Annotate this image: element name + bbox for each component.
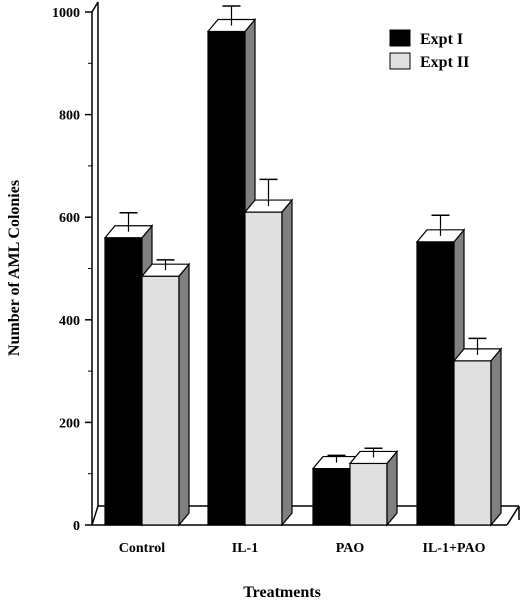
bar-il-1-series-1 bbox=[207, 30, 246, 526]
y-axis: 0 200 400 600 800 1000 bbox=[52, 6, 93, 534]
legend-label-expt-1: Expt I bbox=[420, 31, 463, 48]
legend-swatch-expt-1 bbox=[389, 29, 411, 47]
bar-control-series-1 bbox=[104, 237, 143, 526]
y-tick-label-1000: 1000 bbox=[52, 6, 80, 21]
y-tick-label-400: 400 bbox=[59, 314, 80, 329]
legend-swatch-expt-2 bbox=[389, 52, 411, 70]
legend: Expt I Expt II bbox=[389, 29, 469, 71]
bar-side-il-1-pao-series-2 bbox=[490, 347, 502, 527]
y-tick-label-600: 600 bbox=[59, 211, 80, 226]
bar-side-control-series-2 bbox=[178, 262, 190, 527]
x-tick-label-il-1-pao: IL-1+PAO bbox=[423, 541, 486, 556]
bars-group bbox=[103, 5, 503, 527]
x-tick-label-il-1: IL-1 bbox=[232, 541, 258, 556]
bar-pao-series-1 bbox=[312, 467, 351, 526]
y-tick-label-800: 800 bbox=[59, 109, 80, 124]
bar-il-1-series-2 bbox=[244, 211, 283, 526]
x-axis: Control IL-1 PAO IL-1+PAO bbox=[119, 541, 486, 556]
y-tick-label-200: 200 bbox=[59, 416, 80, 431]
bar-il-1-pao-series-1 bbox=[416, 241, 455, 526]
bar-side-il-1-series-2 bbox=[281, 198, 293, 527]
x-tick-label-pao: PAO bbox=[336, 541, 365, 556]
bar-il-1-pao-series-2 bbox=[453, 360, 492, 526]
x-axis-title: Treatments bbox=[243, 584, 321, 601]
legend-label-expt-2: Expt II bbox=[420, 54, 469, 71]
bar-control-series-2 bbox=[141, 275, 180, 526]
x-tick-label-control: Control bbox=[119, 541, 166, 556]
y-axis-title: Number of AML Colonies bbox=[6, 180, 23, 356]
y-tick-label-0: 0 bbox=[73, 519, 80, 534]
bar-pao-series-2 bbox=[349, 462, 388, 526]
